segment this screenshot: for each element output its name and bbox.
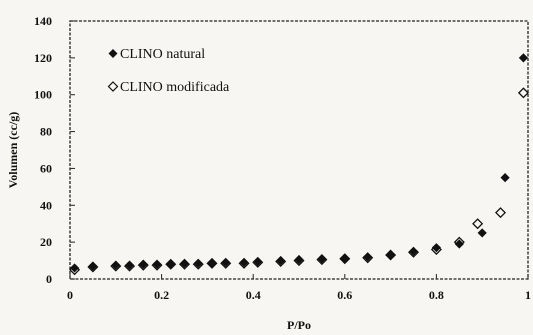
modificada-point	[192, 258, 204, 270]
modificada-point	[69, 264, 81, 276]
natural-point	[138, 259, 148, 269]
x-axis: 0 0.2 0.4 0.6 0.8 1	[67, 274, 531, 302]
modificada-point	[178, 258, 191, 270]
x-tick-label: 0.4	[246, 288, 261, 302]
x-tick-label: 0.6	[337, 288, 352, 302]
natural-point	[152, 259, 162, 269]
natural-point	[317, 254, 327, 264]
natural-point	[363, 252, 373, 262]
data-markers	[69, 53, 529, 276]
plot-area	[69, 20, 529, 280]
modificada-point	[137, 259, 149, 271]
modificada-point	[362, 252, 374, 264]
natural-point	[477, 228, 487, 238]
legend-marker-modificada	[107, 81, 119, 92]
natural-point	[454, 239, 464, 249]
modificada-point	[316, 254, 328, 266]
modificada-point	[495, 207, 507, 219]
natural-point	[111, 260, 121, 270]
modificada-point	[472, 218, 484, 230]
natural-point	[386, 250, 396, 260]
modificada-point	[293, 255, 305, 267]
modificada-point	[430, 243, 442, 256]
natural-point	[408, 246, 419, 256]
natural-point	[193, 258, 203, 268]
x-tick-label: 0.8	[429, 288, 444, 302]
natural-point	[124, 260, 135, 270]
legend-entry-modificada: CLINO modificada	[107, 80, 230, 95]
legend-label-modificada: CLINO modificada	[120, 80, 230, 95]
natural-point	[179, 258, 190, 268]
natural-point	[166, 259, 176, 269]
y-tick-label: 120	[34, 51, 52, 65]
y-tick-label: 40	[40, 198, 52, 212]
natural-point	[431, 243, 441, 253]
natural-point	[207, 258, 217, 268]
natural-point	[500, 173, 510, 183]
y-tick-label: 0	[46, 272, 52, 286]
legend-entry-natural: CLINO natural	[108, 47, 205, 62]
natural-point	[88, 261, 98, 271]
modificada-point	[385, 249, 397, 261]
modificada-point	[220, 257, 232, 269]
modificada-point	[151, 259, 163, 271]
natural-point	[221, 257, 231, 268]
modificada-point	[339, 253, 351, 265]
legend-label-natural: CLINO natural	[120, 47, 205, 62]
natural-point	[253, 256, 263, 267]
modificada-point	[124, 260, 136, 272]
natural-point	[518, 53, 529, 63]
y-axis-title: Volumen (cc/g)	[6, 112, 20, 189]
x-tick-label: 0	[67, 288, 73, 302]
natural-point	[69, 263, 80, 273]
modificada-point	[275, 255, 287, 268]
x-tick-label: 0.2	[154, 288, 169, 302]
modificada-point	[206, 257, 218, 269]
natural-point	[340, 254, 350, 264]
modificada-point	[517, 87, 529, 99]
modificada-point	[252, 256, 264, 268]
y-axis: 0 20 40 60 80 100 120 140	[34, 14, 75, 286]
modificada-point	[87, 261, 99, 273]
modificada-point	[453, 236, 465, 248]
y-tick-label: 80	[40, 125, 52, 139]
legend-marker-natural	[108, 49, 118, 58]
modificada-point	[165, 258, 177, 270]
natural-point	[294, 255, 304, 265]
modificada-point	[238, 257, 250, 269]
y-tick-label: 60	[40, 161, 52, 175]
natural-point	[276, 255, 286, 266]
natural-point	[239, 257, 249, 268]
x-axis-title: P/Po	[287, 318, 311, 332]
y-tick-label: 100	[34, 88, 52, 102]
legend: CLINO natural CLINO modificada	[107, 47, 230, 95]
y-tick-label: 20	[40, 235, 52, 249]
x-tick-label: 1	[525, 288, 531, 302]
modificada-point	[110, 260, 122, 272]
modificada-point	[407, 246, 420, 258]
y-tick-label: 140	[34, 14, 52, 28]
